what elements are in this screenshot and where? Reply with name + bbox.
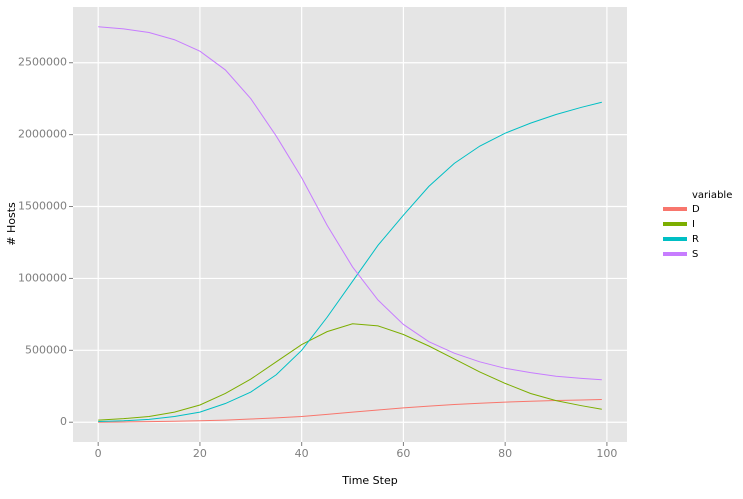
legend-title: variable bbox=[692, 190, 732, 201]
legend-label: R bbox=[692, 234, 699, 245]
y-axis-label: # Hosts bbox=[5, 202, 18, 246]
x-tick-label: 80 bbox=[498, 447, 512, 460]
legend-label: S bbox=[692, 249, 698, 260]
series-line bbox=[98, 26, 602, 381]
y-tick-label: 2500000 bbox=[18, 56, 67, 69]
plot-panel bbox=[73, 7, 627, 442]
x-tick-label: 60 bbox=[396, 447, 410, 460]
y-tick-label: 0 bbox=[60, 415, 67, 428]
x-tick-label: 20 bbox=[193, 447, 207, 460]
x-tick-label: 0 bbox=[95, 447, 102, 460]
y-tick-label: 500000 bbox=[25, 343, 67, 356]
legend-label: D bbox=[692, 204, 700, 215]
legend-key bbox=[663, 252, 687, 256]
y-tick-label: 1000000 bbox=[18, 271, 67, 284]
legend-key bbox=[663, 207, 687, 211]
y-tick-label: 2000000 bbox=[18, 128, 67, 141]
series-line bbox=[98, 399, 602, 423]
legend-label: I bbox=[692, 219, 695, 230]
legend-key bbox=[663, 237, 687, 241]
x-tick-label: 100 bbox=[596, 447, 617, 460]
series-line bbox=[98, 323, 602, 421]
series-line bbox=[98, 101, 602, 423]
legend-key bbox=[663, 222, 687, 226]
x-tick-label: 40 bbox=[295, 447, 309, 460]
y-tick-label: 1500000 bbox=[18, 200, 67, 213]
x-axis-label: Time Step bbox=[341, 474, 397, 487]
